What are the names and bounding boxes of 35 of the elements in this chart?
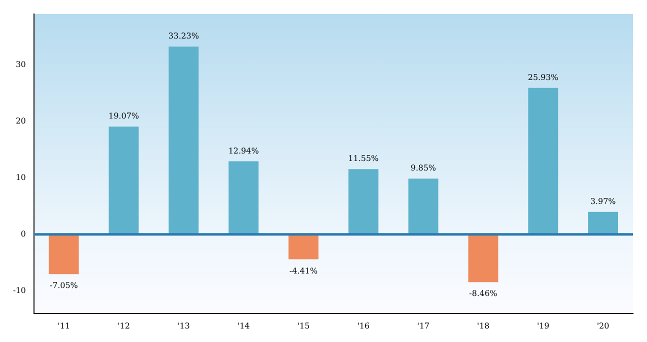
y-tick-label: 20 <box>16 116 26 126</box>
data-label: 11.55% <box>348 154 380 164</box>
x-tick-label: '11 <box>58 321 70 330</box>
data-label: 3.97% <box>590 196 616 206</box>
data-label: 12.94% <box>228 146 260 156</box>
data-label: -8.46% <box>469 289 498 298</box>
bar <box>588 212 618 234</box>
bar <box>228 161 259 234</box>
data-label: -4.41% <box>289 266 318 276</box>
x-tick-label: '14 <box>237 321 250 330</box>
data-label: 9.85% <box>410 164 436 173</box>
bar <box>108 126 139 234</box>
y-tick-label: -10 <box>12 286 26 295</box>
bar <box>528 88 558 234</box>
y-tick-label: 30 <box>16 60 26 69</box>
bar <box>408 178 438 234</box>
x-tick-label: '20 <box>596 321 610 330</box>
x-tick-label: '17 <box>417 321 430 330</box>
x-tick-label: '19 <box>536 321 550 330</box>
y-tick-label: 10 <box>16 172 26 182</box>
data-label: 33.23% <box>168 32 200 41</box>
x-tick-label: '15 <box>297 321 310 330</box>
bar <box>168 46 199 234</box>
x-tick-label: '16 <box>357 321 370 330</box>
data-label: 19.07% <box>108 112 140 121</box>
y-tick-label: 0 <box>20 229 26 238</box>
data-label: -7.05% <box>50 281 78 290</box>
data-label: 25.93% <box>528 72 559 82</box>
x-tick-label: '13 <box>177 321 190 330</box>
x-tick-label: '12 <box>118 321 130 330</box>
bar <box>288 234 318 260</box>
bar <box>348 169 378 234</box>
x-tick-label: '18 <box>477 321 490 330</box>
bar <box>468 234 498 282</box>
bar <box>48 234 79 274</box>
